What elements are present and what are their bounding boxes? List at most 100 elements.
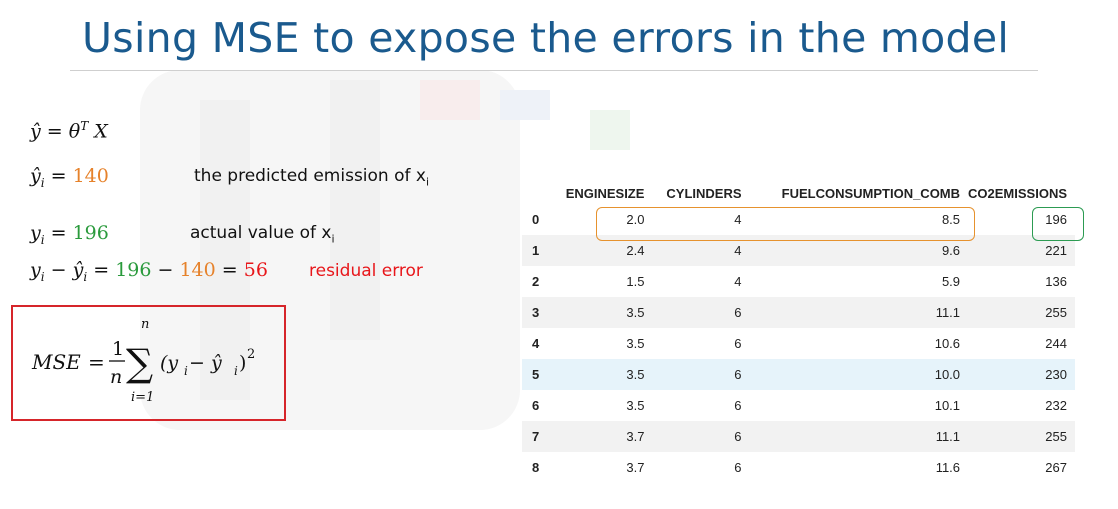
header-enginesize: ENGINESIZE — [565, 185, 645, 201]
equation-actual: yi = 196 — [30, 222, 109, 247]
cell-co2emissions: 244 — [1045, 336, 1067, 351]
actual-value: 196 — [72, 222, 109, 244]
table-row: 8 3.7 6 11.6 267 — [522, 452, 1075, 483]
transpose-superscript: T — [80, 119, 89, 133]
equation-residual: yi − ŷi = 196 − 140 = 56 — [30, 259, 268, 284]
equals-sign: = — [221, 259, 238, 281]
svg-text:(y: (y — [160, 352, 178, 374]
theta-symbol: θ — [68, 120, 81, 143]
row-index: 8 — [532, 460, 540, 475]
equals-sign: = — [50, 165, 67, 187]
cell-cylinders: 4 — [734, 274, 742, 289]
cell-fuelconsumption: 11.1 — [747, 297, 965, 328]
cell-cylinders: 4 — [734, 212, 742, 227]
cell-co2emissions: 255 — [964, 421, 1075, 452]
table-row: 2 1.5 4 5.9 136 — [522, 266, 1075, 297]
minus-sign: − — [157, 259, 174, 281]
subscript-i: i — [40, 232, 45, 247]
yhat-symbol: ŷ — [30, 120, 41, 143]
x-symbol: X — [94, 120, 108, 143]
row-index: 1 — [522, 235, 556, 266]
svg-text:i: i — [234, 364, 238, 378]
svg-text:2: 2 — [247, 347, 255, 362]
table-row: 3 3.5 6 11.1 255 — [522, 297, 1075, 328]
cell-fuelconsumption: 8.5 — [941, 212, 961, 227]
sum-upper-limit: n — [141, 317, 149, 332]
cell-co2emissions: 267 — [1045, 460, 1067, 475]
header-co2emissions: CO2EMISSIONS — [968, 185, 1067, 201]
header-index — [522, 182, 555, 204]
cell-fuelconsumption: 5.9 — [941, 274, 961, 289]
sum-sigma: ∑ — [126, 341, 153, 385]
mse-formula-box — [11, 305, 286, 421]
y-i-symbol: y — [30, 259, 41, 281]
table-row: 0 2.0 4 8.5 196 — [522, 204, 1075, 235]
cell-fuelconsumption: 10.0 — [747, 359, 965, 390]
table-row: 6 3.5 6 10.1 232 — [522, 390, 1075, 421]
table-row: 4 3.5 6 10.6 244 — [522, 328, 1075, 359]
cell-cylinders: 6 — [648, 297, 748, 328]
cell-fuelconsumption: 10.6 — [934, 336, 961, 351]
mse-denominator: n — [110, 366, 122, 388]
equals-sign: = — [50, 222, 67, 244]
cell-enginesize: 3.5 — [626, 336, 645, 351]
mse-formula: MSE = 1 n n ∑ i=1 (y i − ŷ i ) 2 — [31, 317, 255, 405]
cell-co2emissions: 136 — [1045, 274, 1067, 289]
residual-label: residual error — [309, 261, 423, 281]
mse-equals: = — [88, 350, 105, 374]
mse-lhs: MSE — [31, 350, 81, 374]
sum-lower-limit: i=1 — [131, 390, 154, 405]
row-index: 6 — [532, 398, 540, 413]
row-index: 5 — [522, 359, 556, 390]
cell-enginesize: 3.7 — [555, 421, 649, 452]
cell-enginesize: 1.5 — [626, 274, 645, 289]
actual-label: actual value of xi — [190, 223, 335, 246]
mse-numerator: 1 — [112, 338, 124, 360]
subscript-i: i — [40, 175, 45, 190]
row-index: 7 — [522, 421, 556, 452]
equation-predicted: ŷi = 140 — [30, 165, 109, 190]
title-divider — [70, 70, 1038, 71]
header-fuelconsumption-comb: FUELCONSUMPTION_COMB — [781, 185, 961, 201]
row-index: 0 — [532, 212, 540, 227]
mse-body: (y i − ŷ i ) 2 — [160, 347, 255, 378]
yhat-i-symbol: ŷ — [72, 259, 84, 281]
cell-co2emissions: 232 — [1045, 398, 1067, 413]
cell-enginesize: 2.0 — [626, 212, 645, 227]
svg-text:− ŷ: − ŷ — [189, 352, 222, 374]
svg-text:i: i — [184, 364, 188, 378]
cell-cylinders: 6 — [648, 421, 748, 452]
cell-enginesize: 3.5 — [555, 359, 649, 390]
equals-sign: = — [46, 120, 63, 143]
cell-cylinders: 6 — [648, 359, 748, 390]
cell-fuelconsumption: 11.6 — [935, 460, 961, 475]
cell-fuelconsumption: 11.1 — [747, 421, 965, 452]
cell-co2emissions: 255 — [964, 297, 1075, 328]
header-cylinders: CYLINDERS — [666, 185, 742, 201]
cell-cylinders: 6 — [734, 336, 742, 351]
predicted-label: the predicted emission of xi — [194, 166, 430, 189]
row-index: 4 — [532, 336, 540, 351]
equals-sign: = — [93, 259, 110, 281]
predicted-value: 140 — [72, 165, 109, 187]
yhat-i-symbol: ŷ — [30, 165, 41, 187]
table-row-highlighted: 5 3.5 6 10.0 230 — [522, 359, 1075, 390]
residual-value: 56 — [243, 259, 268, 281]
svg-text:): ) — [239, 352, 246, 374]
cell-enginesize: 3.7 — [626, 460, 645, 475]
cell-enginesize: 3.5 — [626, 398, 645, 413]
cell-fuelconsumption: 10.1 — [934, 398, 961, 413]
cell-cylinders: 6 — [734, 460, 742, 475]
features-highlight-box — [596, 207, 975, 241]
cell-co2emissions: 230 — [964, 359, 1075, 390]
residual-predicted-value: 140 — [179, 259, 216, 281]
table-row: 7 3.7 6 11.1 255 — [522, 421, 1075, 452]
y-i-symbol: y — [30, 222, 41, 244]
minus-sign: − — [50, 259, 67, 281]
table-header-row: ENGINESIZE CYLINDERS FUELCONSUMPTION_COM… — [522, 182, 1075, 204]
equation-hypothesis: ŷ = θT X — [30, 119, 108, 142]
row-index: 3 — [522, 297, 556, 328]
residual-actual-value: 196 — [115, 259, 152, 281]
page-title: Using MSE to expose the errors in the mo… — [82, 14, 1010, 62]
cell-enginesize: 3.5 — [555, 297, 649, 328]
